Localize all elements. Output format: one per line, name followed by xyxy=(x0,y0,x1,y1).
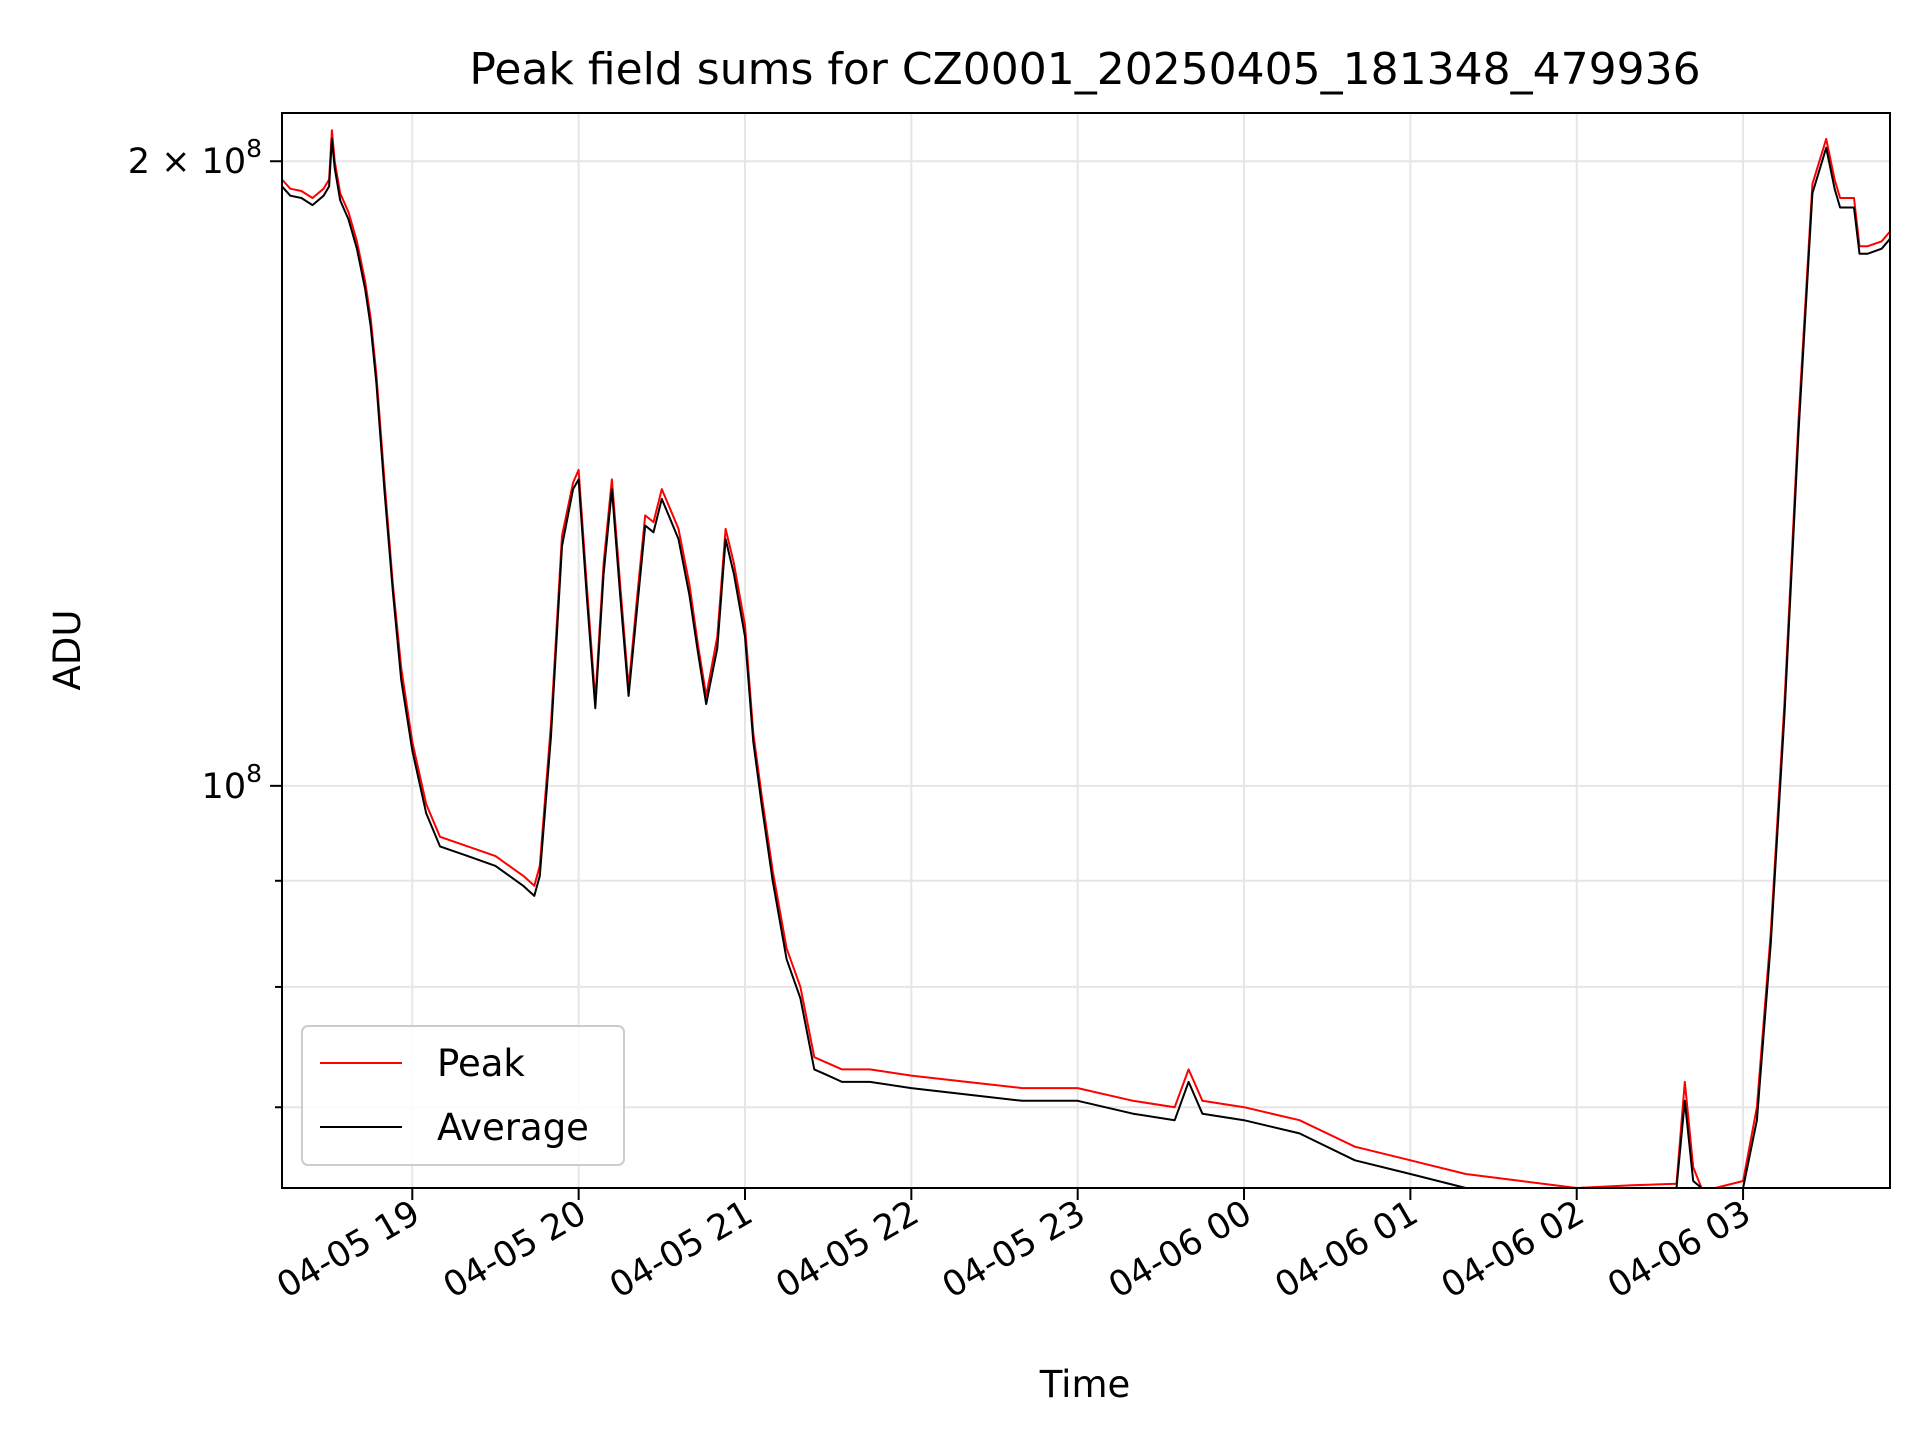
plot-frame xyxy=(281,112,1891,1189)
legend-label-peak: Peak xyxy=(437,1042,525,1085)
chart-title: Peak field sums for CZ0001_20250405_1813… xyxy=(469,44,1700,95)
y-tick-label: 108 xyxy=(202,759,262,807)
y-axis-label: ADU xyxy=(46,610,89,691)
legend: Peak Average xyxy=(301,1025,625,1166)
legend-box xyxy=(301,1025,625,1166)
x-axis-label: Time xyxy=(1039,1363,1131,1406)
y-axis: 2 × 108 108 xyxy=(128,134,282,1109)
series-average-line xyxy=(281,138,1891,1189)
series-layer xyxy=(281,129,1891,1189)
legend-label-average: Average xyxy=(437,1106,589,1149)
y-tick-label: 2 × 108 xyxy=(128,134,262,182)
